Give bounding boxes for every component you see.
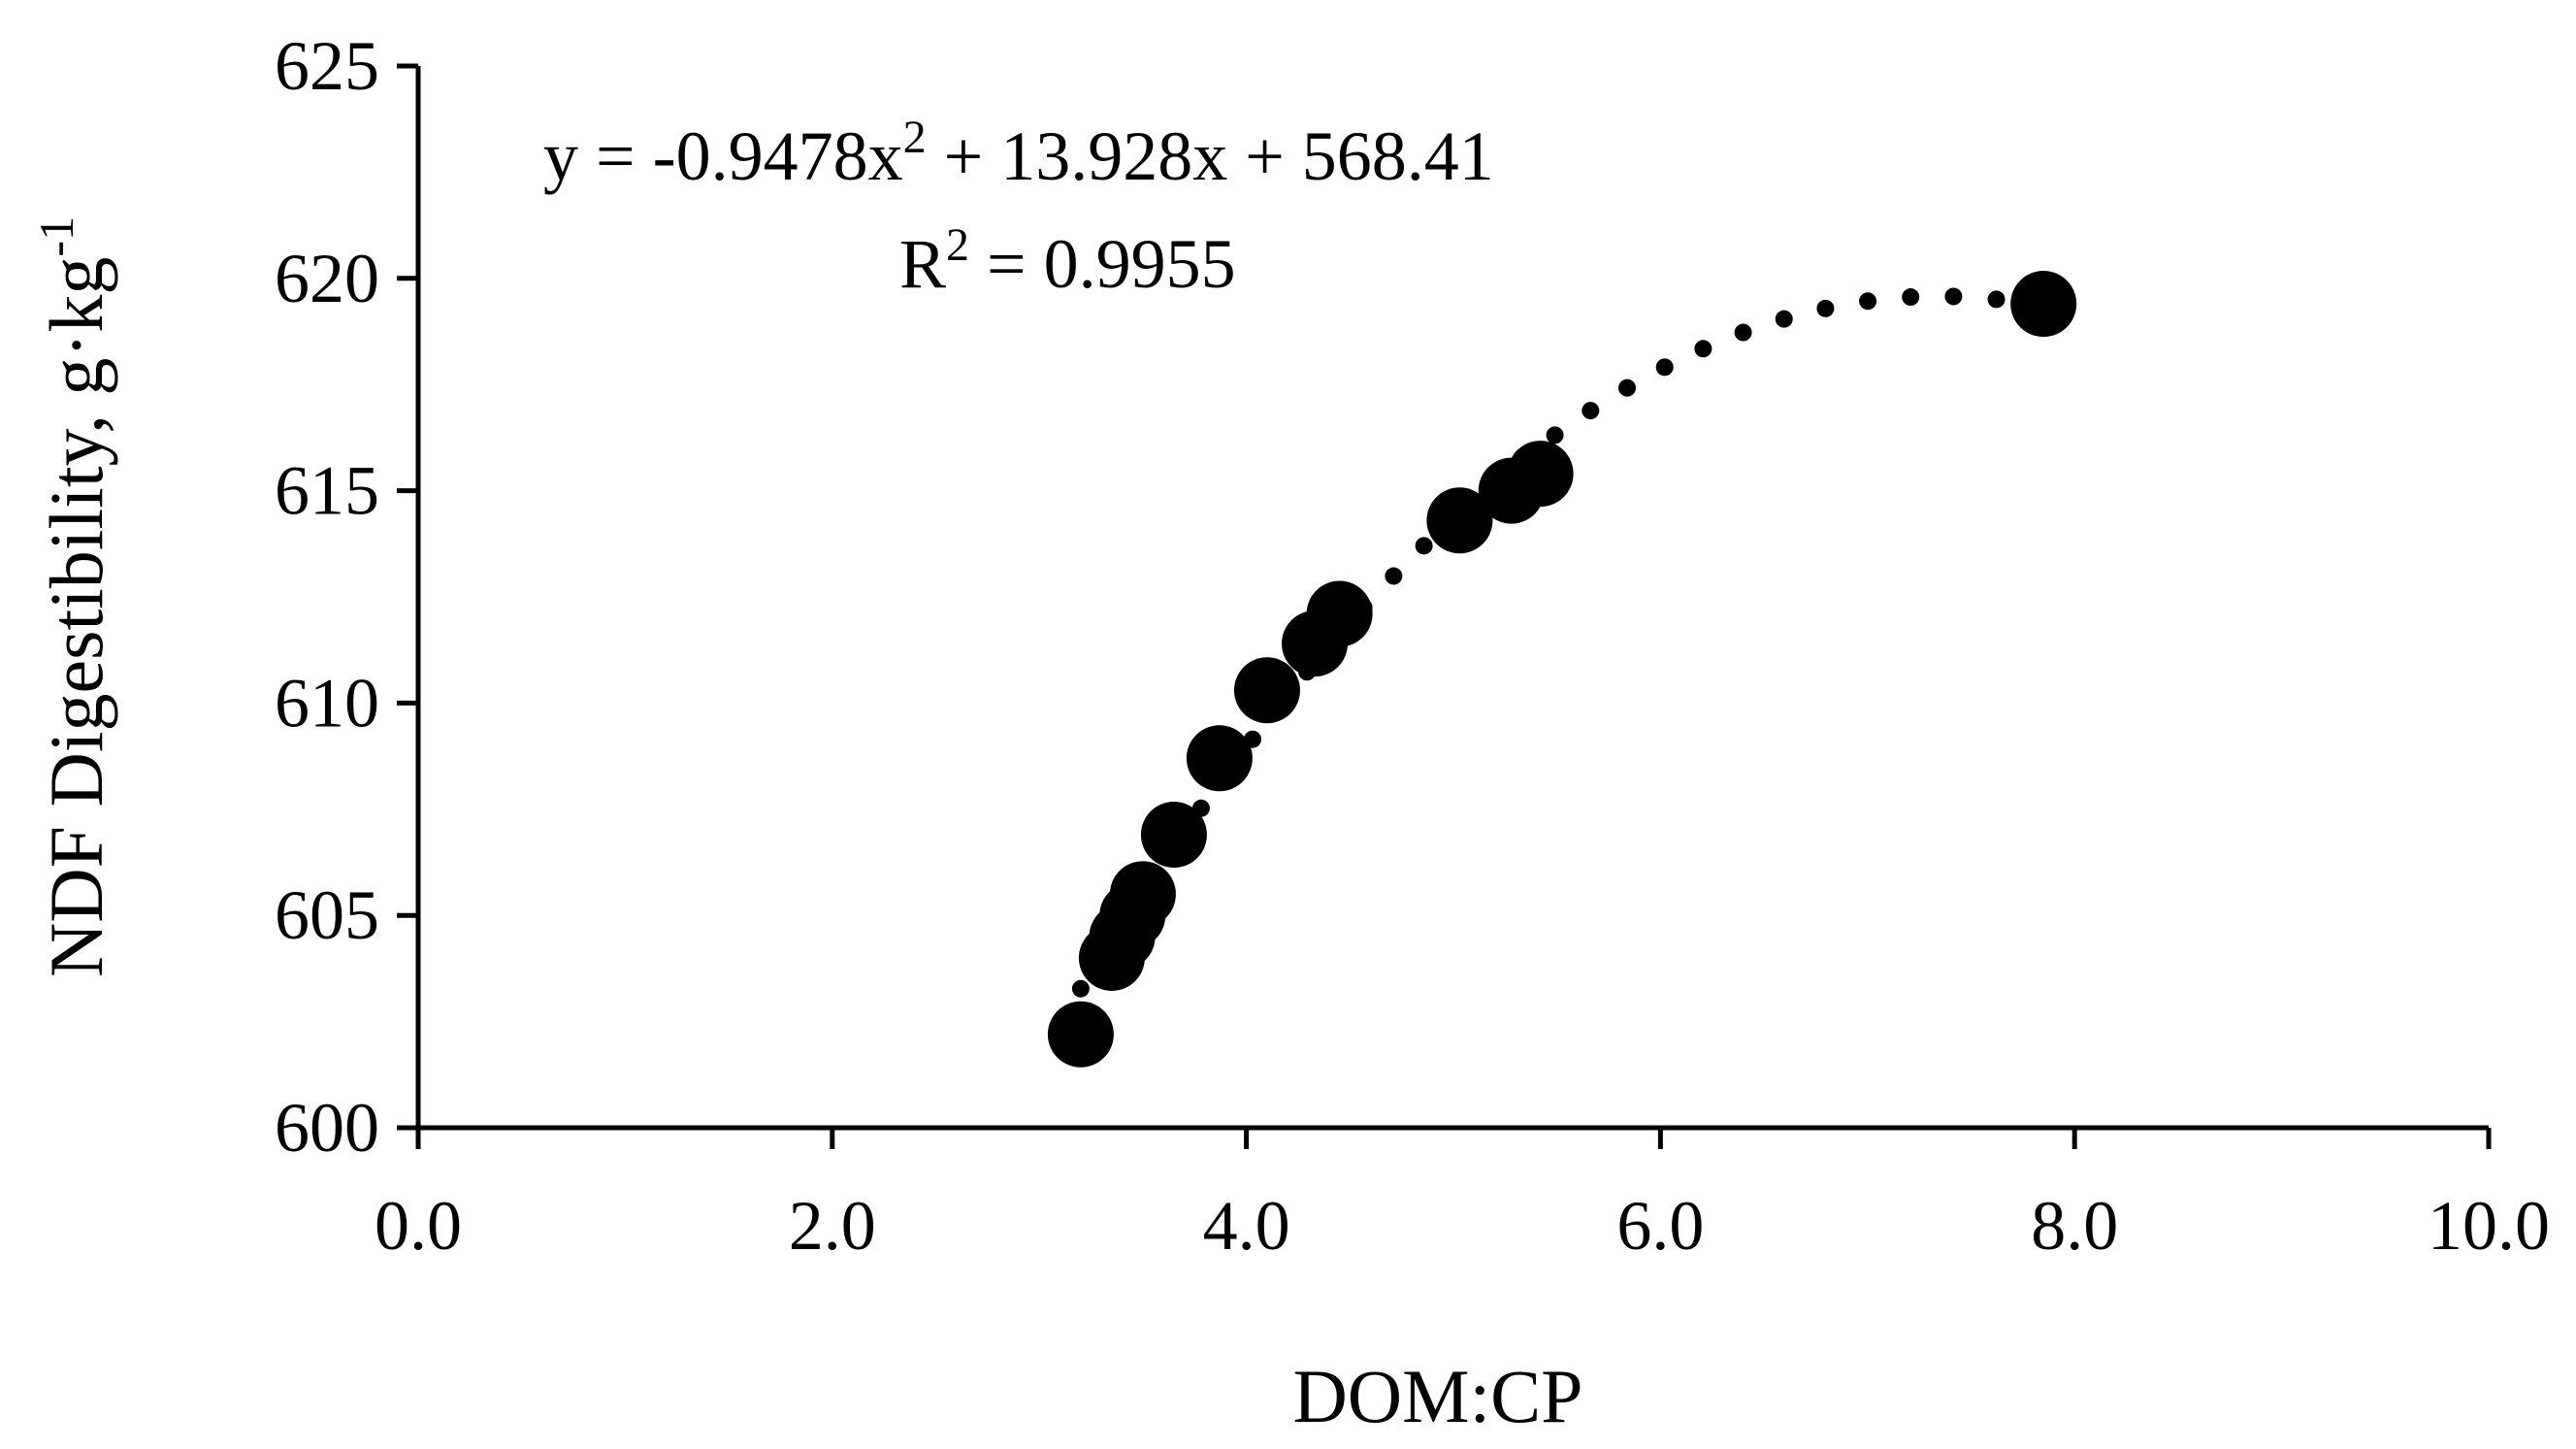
y-axis-title-superscript: -1 (29, 216, 83, 257)
trendline-dot (1775, 310, 1793, 328)
y-tick-label: 625 (275, 27, 379, 105)
x-tick-label: 8.0 (2031, 1187, 2118, 1265)
data-points (1047, 271, 2077, 1068)
trendline (1071, 287, 2048, 998)
data-point (1507, 441, 1574, 508)
r2-superscript: 2 (946, 219, 969, 271)
trendline-dot (1546, 426, 1564, 445)
data-point (1233, 657, 1300, 724)
y-tick-label: 610 (275, 664, 379, 741)
y-axis-title: NDF Digestibility, g·kg-1 (29, 216, 118, 977)
y-tick-label: 600 (275, 1089, 379, 1167)
x-axis-ticks: 0.0 2.0 4.0 6.0 8.0 10.0 (375, 1128, 2550, 1265)
trendline-dot (1816, 299, 1835, 317)
y-axis-title-main: NDF Digestibility, g·kg (34, 257, 118, 977)
equation-superscript: 2 (903, 112, 927, 163)
trendline-dot (1415, 537, 1433, 555)
equation-prefix: y = -0.9478x (543, 117, 903, 195)
x-tick-label: 4.0 (1203, 1187, 1290, 1265)
r-squared-annotation: R2 = 0.9955 (899, 219, 1236, 303)
trendline-dot (1694, 340, 1712, 358)
data-point (1186, 725, 1253, 792)
trendline-dot (1734, 323, 1752, 342)
data-point (1047, 1001, 1114, 1068)
trendline-dot (1655, 358, 1674, 377)
trendline-dot (1618, 379, 1637, 397)
equation-annotation: y = -0.9478x2 + 13.928x + 568.41 (543, 112, 1494, 195)
r2-prefix: R (899, 225, 946, 303)
y-axis-ticks: 600 605 610 615 620 625 (275, 27, 418, 1167)
trendline-dot (1581, 402, 1600, 420)
data-point (1109, 861, 1176, 928)
x-tick-label: 2.0 (789, 1187, 876, 1265)
y-tick-label: 615 (275, 452, 379, 530)
trendline-dot (1071, 979, 1090, 998)
y-tick-label: 620 (275, 240, 379, 317)
data-point (1306, 580, 1373, 647)
trendline-dot (1902, 288, 1920, 307)
data-point (1140, 802, 1207, 869)
x-axis-title: DOM:CP (1292, 1354, 1582, 1438)
y-tick-label: 605 (275, 876, 379, 954)
equation-suffix: + 13.928x + 568.41 (927, 117, 1494, 195)
trendline-dot (1987, 290, 2005, 309)
trendline-dot (1944, 287, 1963, 306)
trendline-dot (1385, 567, 1403, 585)
r2-suffix: = 0.9955 (969, 225, 1236, 303)
x-tick-label: 10.0 (2428, 1187, 2550, 1265)
x-tick-label: 6.0 (1616, 1187, 1704, 1265)
data-point (2010, 271, 2077, 338)
data-point (1426, 487, 1493, 554)
trendline-dot (1859, 292, 1877, 311)
x-tick-label: 0.0 (375, 1187, 462, 1265)
